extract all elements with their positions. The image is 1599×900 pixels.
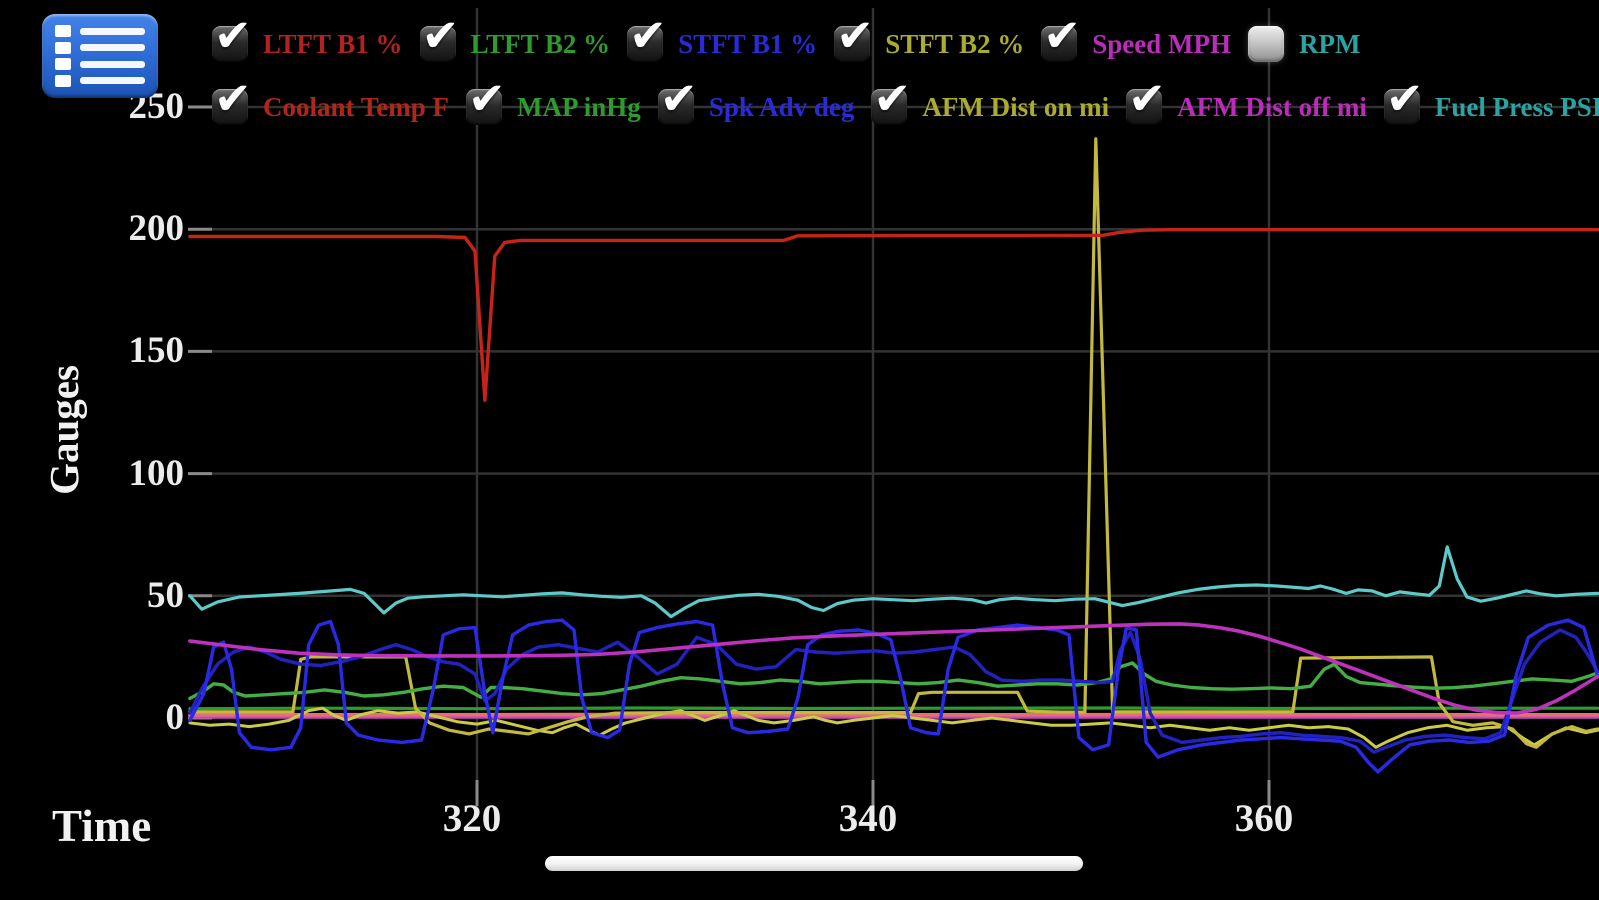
checked-checkbox[interactable]: ✔ [419, 9, 459, 62]
legend-label: AFM Dist on mi [922, 92, 1110, 122]
checked-checkbox[interactable]: ✔ [1383, 72, 1424, 125]
series-line-fuel-press-psi [188, 545, 1599, 619]
legend-label: LTFT B2 % [470, 29, 611, 59]
x-tick-label-340: 340 [838, 797, 898, 840]
legend-toggle-stft-b2-pct[interactable]: ✔ STFT B2 % [834, 9, 1025, 62]
series-line-map-inhg [188, 661, 1599, 701]
series-line-speed-mph [188, 622, 1599, 715]
checked-checkbox[interactable]: ✔ [212, 9, 252, 62]
legend-menu-button[interactable] [42, 14, 158, 98]
checked-checkbox[interactable]: ✔ [1041, 9, 1081, 62]
y-tick-label-50: 50 [147, 574, 184, 616]
legend-toggle-coolant-temp-f[interactable]: ✔ Coolant Temp F [212, 72, 450, 125]
legend-label: MAP inHg [517, 92, 641, 122]
legend-label: STFT B2 % [885, 29, 1025, 59]
y-axis-title: Gauges [41, 365, 87, 495]
x-tick-label-360: 360 [1234, 797, 1294, 840]
legend-label: RPM [1299, 29, 1361, 59]
horizontal-scrollbar[interactable] [545, 856, 1083, 871]
legend-toggle-ltft-b1-pct[interactable]: ✔ LTFT B1 % [212, 9, 403, 62]
legend-label: Speed MPH [1092, 29, 1231, 59]
legend-label: LTFT B1 % [263, 29, 403, 59]
legend-label: Fuel Press PSI [1434, 92, 1599, 122]
legend-toggle-fuel-press-psi[interactable]: ✔ Fuel Press PSI [1383, 72, 1599, 125]
y-tick-label-150: 150 [128, 330, 185, 372]
legend-label: STFT B1 % [678, 29, 818, 59]
legend-toggle-rpm[interactable]: RPM [1248, 26, 1360, 62]
legend-toggle-speed-mph[interactable]: ✔ Speed MPH [1041, 9, 1231, 62]
y-tick-label-100: 100 [128, 452, 185, 494]
legend-toggle-stft-b1-pct[interactable]: ✔ STFT B1 % [627, 9, 818, 62]
legend-row-2: ✔ Coolant Temp F ✔ MAP inHg ✔ Spk Adv deg ✔ AFM… [212, 72, 1599, 125]
legend-toggle-afm-dist-on-mi[interactable]: ✔ AFM Dist on mi [871, 72, 1110, 125]
checked-checkbox[interactable]: ✔ [466, 72, 506, 125]
series-line-ltft-b2-pct [188, 706, 1599, 711]
checked-checkbox[interactable]: ✔ [871, 72, 911, 125]
unchecked-checkbox[interactable] [1248, 26, 1284, 62]
legend-label: AFM Dist off mi [1177, 92, 1367, 122]
checked-checkbox[interactable]: ✔ [657, 72, 698, 125]
checked-checkbox[interactable]: ✔ [212, 72, 252, 125]
checked-checkbox[interactable]: ✔ [1126, 72, 1166, 125]
x-axis-title: Time [52, 801, 152, 851]
series-line-stft-b1-pct [188, 618, 1599, 774]
legend-row-1: ✔ LTFT B1 % ✔ LTFT B2 % ✔ STFT B1 % ✔ STFT B2 %… [212, 9, 1360, 62]
legend-toggle-afm-dist-off-mi[interactable]: ✔ AFM Dist off mi [1126, 72, 1367, 125]
legend-toggle-map-inhg[interactable]: ✔ MAP inHg [466, 72, 641, 125]
x-tick-label-320: 320 [442, 797, 502, 840]
legend-label: Coolant Temp F [263, 92, 450, 122]
legend-toggle-spk-adv-deg[interactable]: ✔ Spk Adv deg [657, 72, 855, 125]
checked-checkbox[interactable]: ✔ [834, 9, 874, 62]
series-line-coolant-temp-f [188, 227, 1599, 402]
y-tick-label-200: 200 [128, 208, 185, 250]
series-line-afm-dist-on-mi [188, 137, 1599, 749]
legend-toggle-ltft-b2-pct[interactable]: ✔ LTFT B2 % [419, 9, 611, 62]
checked-checkbox[interactable]: ✔ [627, 9, 667, 62]
list-icon [55, 25, 145, 87]
legend-label: Spk Adv deg [708, 92, 855, 122]
y-tick-label-0: 0 [165, 697, 185, 738]
